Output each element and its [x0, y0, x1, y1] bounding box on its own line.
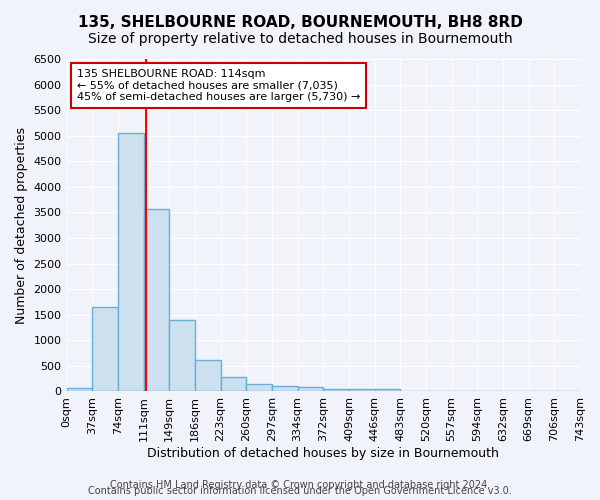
- Text: Contains HM Land Registry data © Crown copyright and database right 2024.: Contains HM Land Registry data © Crown c…: [110, 480, 490, 490]
- Bar: [67, 388, 92, 392]
- Bar: [323, 388, 349, 392]
- Text: 135 SHELBOURNE ROAD: 114sqm
← 55% of detached houses are smaller (7,035)
45% of : 135 SHELBOURNE ROAD: 114sqm ← 55% of det…: [77, 69, 360, 102]
- Bar: [118, 133, 143, 392]
- Bar: [374, 389, 400, 392]
- Text: Size of property relative to detached houses in Bournemouth: Size of property relative to detached ho…: [88, 32, 512, 46]
- X-axis label: Distribution of detached houses by size in Bournemouth: Distribution of detached houses by size …: [148, 447, 499, 460]
- Bar: [92, 307, 118, 392]
- Text: 135, SHELBOURNE ROAD, BOURNEMOUTH, BH8 8RD: 135, SHELBOURNE ROAD, BOURNEMOUTH, BH8 8…: [77, 15, 523, 30]
- Bar: [221, 377, 246, 392]
- Bar: [246, 384, 272, 392]
- Bar: [272, 386, 298, 392]
- Y-axis label: Number of detached properties: Number of detached properties: [15, 126, 28, 324]
- Bar: [195, 360, 221, 392]
- Bar: [298, 388, 323, 392]
- Bar: [349, 390, 374, 392]
- Bar: [143, 208, 169, 392]
- Text: Contains public sector information licensed under the Open Government Licence v3: Contains public sector information licen…: [88, 486, 512, 496]
- Bar: [169, 320, 195, 392]
